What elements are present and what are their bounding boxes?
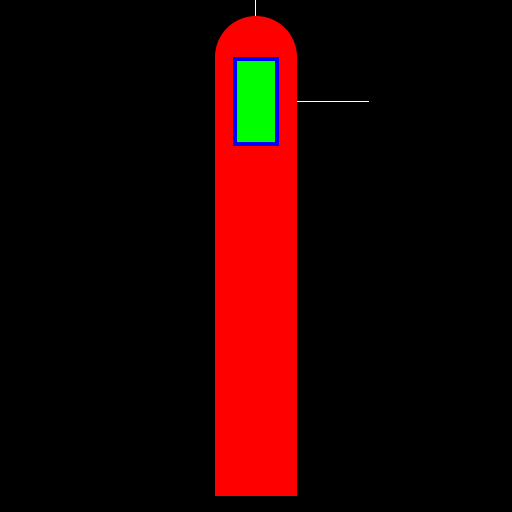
green-panel (233, 57, 279, 146)
top-vertical-line (255, 0, 256, 16)
side-horizontal-line (297, 101, 369, 102)
